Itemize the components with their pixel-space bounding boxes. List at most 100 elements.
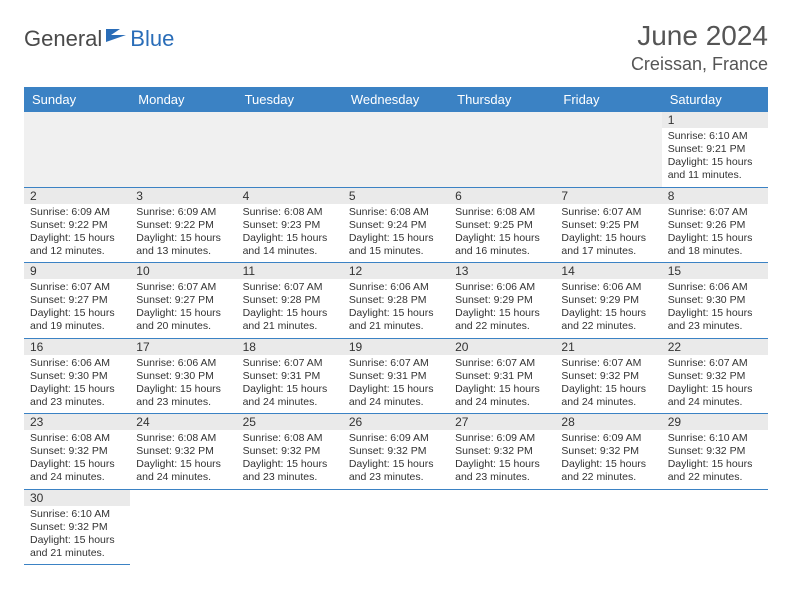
calendar-cell: 6Sunrise: 6:08 AMSunset: 9:25 PMDaylight… bbox=[449, 187, 555, 263]
day-number: 21 bbox=[555, 339, 661, 355]
sunrise-line: Sunrise: 6:10 AM bbox=[668, 432, 762, 445]
sunset-line: Sunset: 9:31 PM bbox=[349, 370, 443, 383]
sunrise-line: Sunrise: 6:07 AM bbox=[30, 281, 124, 294]
header: General Blue June 2024 Creissan, France bbox=[24, 20, 768, 75]
daylight-line: Daylight: 15 hours and 23 minutes. bbox=[668, 307, 762, 333]
sunset-line: Sunset: 9:22 PM bbox=[30, 219, 124, 232]
sunrise-line: Sunrise: 6:07 AM bbox=[349, 357, 443, 370]
day-details: Sunrise: 6:08 AMSunset: 9:24 PMDaylight:… bbox=[343, 204, 449, 263]
sunset-line: Sunset: 9:28 PM bbox=[349, 294, 443, 307]
calendar-cell: 9 Sunrise: 6:07 AMSunset: 9:27 PMDaylight… bbox=[24, 263, 130, 339]
calendar-cell bbox=[130, 489, 236, 565]
day-details: Sunrise: 6:07 AMSunset: 9:31 PMDaylight:… bbox=[343, 355, 449, 414]
calendar-cell bbox=[555, 112, 661, 187]
weekday-header: Thursday bbox=[449, 87, 555, 112]
calendar-cell: 10Sunrise: 6:07 AMSunset: 9:27 PMDayligh… bbox=[130, 263, 236, 339]
day-number: 11 bbox=[237, 263, 343, 279]
day-number: 12 bbox=[343, 263, 449, 279]
calendar-cell: 13Sunrise: 6:06 AMSunset: 9:29 PMDayligh… bbox=[449, 263, 555, 339]
daylight-line: Daylight: 15 hours and 22 minutes. bbox=[668, 458, 762, 484]
day-details: Sunrise: 6:07 AMSunset: 9:32 PMDaylight:… bbox=[555, 355, 661, 414]
sunset-line: Sunset: 9:30 PM bbox=[668, 294, 762, 307]
calendar-week-row: 9Sunrise: 6:07 AMSunset: 9:27 PMDaylight… bbox=[24, 263, 768, 339]
daylight-line: Daylight: 15 hours and 24 minutes. bbox=[243, 383, 337, 409]
sunrise-line: Sunrise: 6:08 AM bbox=[349, 206, 443, 219]
day-details: Sunrise: 6:07 AMSunset: 9:28 PMDaylight:… bbox=[237, 279, 343, 338]
daylight-line: Daylight: 15 hours and 16 minutes. bbox=[455, 232, 549, 258]
daylight-line: Daylight: 15 hours and 12 minutes. bbox=[30, 232, 124, 258]
day-number: 1 bbox=[662, 112, 768, 128]
logo-text-blue: Blue bbox=[130, 26, 174, 52]
day-number: 9 bbox=[24, 263, 130, 279]
day-number: 7 bbox=[555, 188, 661, 204]
day-number: 24 bbox=[130, 414, 236, 430]
sunrise-line: Sunrise: 6:09 AM bbox=[349, 432, 443, 445]
calendar-cell: 7Sunrise: 6:07 AMSunset: 9:25 PMDaylight… bbox=[555, 187, 661, 263]
logo-text-dark: General bbox=[24, 26, 102, 52]
sunrise-line: Sunrise: 6:07 AM bbox=[455, 357, 549, 370]
sunset-line: Sunset: 9:21 PM bbox=[668, 143, 762, 156]
sunrise-line: Sunrise: 6:09 AM bbox=[561, 432, 655, 445]
sunset-line: Sunset: 9:32 PM bbox=[668, 370, 762, 383]
sunrise-line: Sunrise: 6:10 AM bbox=[668, 130, 762, 143]
sunset-line: Sunset: 9:32 PM bbox=[349, 445, 443, 458]
calendar-cell: 8Sunrise: 6:07 AMSunset: 9:26 PMDaylight… bbox=[662, 187, 768, 263]
calendar-cell: 23Sunrise: 6:08 AMSunset: 9:32 PMDayligh… bbox=[24, 414, 130, 490]
weekday-header: Friday bbox=[555, 87, 661, 112]
calendar-cell: 26Sunrise: 6:09 AMSunset: 9:32 PMDayligh… bbox=[343, 414, 449, 490]
weekday-header: Sunday bbox=[24, 87, 130, 112]
day-details: Sunrise: 6:08 AMSunset: 9:32 PMDaylight:… bbox=[24, 430, 130, 489]
calendar-cell: 3Sunrise: 6:09 AMSunset: 9:22 PMDaylight… bbox=[130, 187, 236, 263]
day-number: 26 bbox=[343, 414, 449, 430]
day-details: Sunrise: 6:09 AMSunset: 9:32 PMDaylight:… bbox=[343, 430, 449, 489]
day-number: 4 bbox=[237, 188, 343, 204]
calendar-cell: 17Sunrise: 6:06 AMSunset: 9:30 PMDayligh… bbox=[130, 338, 236, 414]
logo-flag-icon bbox=[106, 27, 128, 48]
calendar-cell: 4Sunrise: 6:08 AMSunset: 9:23 PMDaylight… bbox=[237, 187, 343, 263]
sunrise-line: Sunrise: 6:07 AM bbox=[136, 281, 230, 294]
sunset-line: Sunset: 9:32 PM bbox=[455, 445, 549, 458]
sunrise-line: Sunrise: 6:06 AM bbox=[349, 281, 443, 294]
daylight-line: Daylight: 15 hours and 24 minutes. bbox=[136, 458, 230, 484]
sunset-line: Sunset: 9:32 PM bbox=[561, 445, 655, 458]
daylight-line: Daylight: 15 hours and 23 minutes. bbox=[243, 458, 337, 484]
sunset-line: Sunset: 9:25 PM bbox=[455, 219, 549, 232]
calendar-cell: 24Sunrise: 6:08 AMSunset: 9:32 PMDayligh… bbox=[130, 414, 236, 490]
day-number: 19 bbox=[343, 339, 449, 355]
sunrise-line: Sunrise: 6:06 AM bbox=[30, 357, 124, 370]
calendar-week-row: 23Sunrise: 6:08 AMSunset: 9:32 PMDayligh… bbox=[24, 414, 768, 490]
title-block: June 2024 Creissan, France bbox=[631, 20, 768, 75]
weekday-header-row: Sunday Monday Tuesday Wednesday Thursday… bbox=[24, 87, 768, 112]
sunset-line: Sunset: 9:32 PM bbox=[30, 521, 124, 534]
daylight-line: Daylight: 15 hours and 19 minutes. bbox=[30, 307, 124, 333]
day-details: Sunrise: 6:06 AMSunset: 9:28 PMDaylight:… bbox=[343, 279, 449, 338]
day-details: Sunrise: 6:07 AMSunset: 9:32 PMDaylight:… bbox=[662, 355, 768, 414]
calendar-cell: 20Sunrise: 6:07 AMSunset: 9:31 PMDayligh… bbox=[449, 338, 555, 414]
day-number: 16 bbox=[24, 339, 130, 355]
sunrise-line: Sunrise: 6:07 AM bbox=[243, 281, 337, 294]
day-number: 29 bbox=[662, 414, 768, 430]
day-number: 30 bbox=[24, 490, 130, 506]
calendar-cell bbox=[449, 489, 555, 565]
calendar-cell: 15Sunrise: 6:06 AMSunset: 9:30 PMDayligh… bbox=[662, 263, 768, 339]
day-details: Sunrise: 6:06 AMSunset: 9:30 PMDaylight:… bbox=[24, 355, 130, 414]
sunset-line: Sunset: 9:24 PM bbox=[349, 219, 443, 232]
day-details: Sunrise: 6:08 AMSunset: 9:32 PMDaylight:… bbox=[237, 430, 343, 489]
calendar-cell: 2Sunrise: 6:09 AMSunset: 9:22 PMDaylight… bbox=[24, 187, 130, 263]
calendar-cell: 11Sunrise: 6:07 AMSunset: 9:28 PMDayligh… bbox=[237, 263, 343, 339]
sunrise-line: Sunrise: 6:09 AM bbox=[455, 432, 549, 445]
sunrise-line: Sunrise: 6:06 AM bbox=[561, 281, 655, 294]
sunrise-line: Sunrise: 6:06 AM bbox=[455, 281, 549, 294]
sunset-line: Sunset: 9:26 PM bbox=[668, 219, 762, 232]
sunrise-line: Sunrise: 6:07 AM bbox=[243, 357, 337, 370]
sunset-line: Sunset: 9:27 PM bbox=[30, 294, 124, 307]
sunset-line: Sunset: 9:23 PM bbox=[243, 219, 337, 232]
day-number: 25 bbox=[237, 414, 343, 430]
calendar-cell: 21Sunrise: 6:07 AMSunset: 9:32 PMDayligh… bbox=[555, 338, 661, 414]
day-details: Sunrise: 6:06 AMSunset: 9:29 PMDaylight:… bbox=[555, 279, 661, 338]
calendar-cell bbox=[24, 112, 130, 187]
calendar-cell bbox=[130, 112, 236, 187]
day-details: Sunrise: 6:07 AMSunset: 9:26 PMDaylight:… bbox=[662, 204, 768, 263]
day-details: Sunrise: 6:10 AMSunset: 9:32 PMDaylight:… bbox=[662, 430, 768, 489]
day-number: 20 bbox=[449, 339, 555, 355]
